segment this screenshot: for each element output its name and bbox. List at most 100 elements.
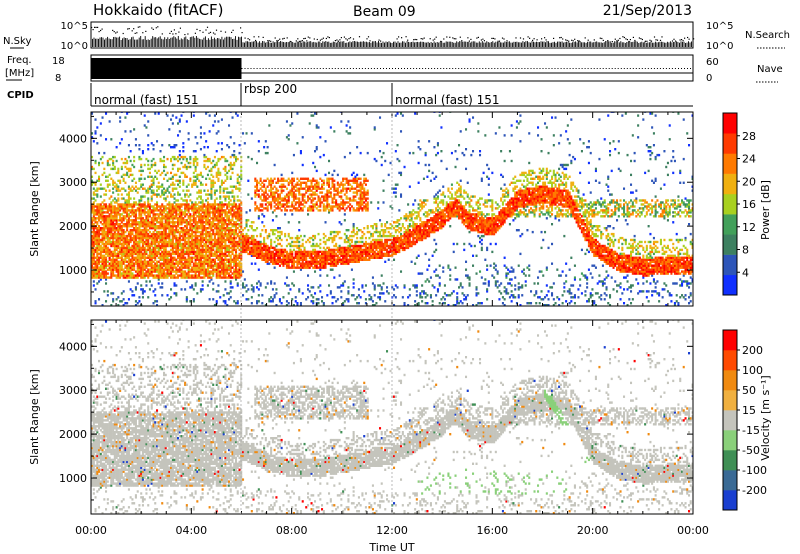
power-cell	[184, 234, 187, 238]
power-cell	[145, 252, 148, 256]
power-cell	[171, 234, 174, 238]
power-cell	[154, 246, 157, 250]
nsearch-dot	[339, 39, 341, 41]
power-cell	[185, 298, 188, 301]
power-cell	[217, 244, 220, 248]
power-cell	[117, 229, 120, 232]
power-cell	[105, 262, 108, 265]
power-cell	[238, 230, 241, 234]
power-cell	[91, 165, 94, 169]
power-cell	[238, 215, 241, 218]
power-cell	[189, 252, 192, 256]
power-cell	[240, 242, 243, 246]
power-cell	[119, 227, 122, 230]
power-cell	[245, 223, 248, 226]
power-cell	[141, 292, 144, 295]
power-cell	[235, 211, 238, 214]
power-cell	[254, 193, 257, 196]
power-cell	[92, 250, 95, 254]
power-cell	[215, 264, 218, 267]
power-cell	[98, 270, 101, 273]
power-cell	[120, 213, 123, 216]
power-cell	[173, 144, 176, 147]
power-cell	[150, 284, 153, 287]
nave-dot	[641, 68, 643, 69]
power-cell	[208, 272, 211, 275]
power-cell	[224, 219, 227, 222]
power-cell	[170, 183, 173, 186]
power-cell	[126, 272, 129, 275]
power-cell	[99, 250, 102, 254]
power-cell	[131, 221, 134, 224]
power-cell	[133, 248, 136, 252]
power-cell	[275, 258, 278, 261]
power-cell	[119, 213, 122, 216]
power-cell	[233, 203, 236, 206]
power-cell	[191, 209, 194, 212]
power-cell	[159, 195, 162, 198]
power-cell	[238, 254, 241, 257]
power-cell	[187, 183, 190, 186]
power-cell	[185, 300, 188, 303]
power-cell	[222, 187, 225, 190]
power-cell	[229, 270, 232, 273]
power-cell	[117, 234, 120, 238]
nave-dot	[687, 68, 688, 69]
power-cell	[166, 244, 169, 248]
power-cell	[199, 189, 202, 192]
power-cell	[196, 191, 199, 194]
power-cell	[208, 130, 211, 133]
nsearch-dot	[553, 37, 555, 39]
power-cell	[177, 236, 180, 240]
nave-dot	[274, 68, 276, 69]
power-cell	[127, 201, 130, 204]
power-cell	[289, 124, 292, 127]
power-cell	[159, 254, 162, 257]
nsearch-dot	[522, 38, 525, 40]
power-cell	[156, 264, 159, 267]
power-cell	[217, 290, 220, 293]
power-cell	[164, 207, 167, 210]
power-cell	[192, 250, 195, 254]
power-cell	[110, 157, 113, 161]
power-cell	[194, 270, 197, 273]
power-cell	[110, 223, 113, 226]
power-cell	[206, 173, 209, 177]
power-cell	[168, 242, 171, 246]
power-cell	[145, 221, 148, 224]
power-cell	[220, 181, 223, 184]
power-cell	[212, 159, 215, 163]
power-cell	[194, 209, 197, 212]
power-cell	[134, 274, 137, 277]
power-cell	[152, 191, 155, 194]
power-cell	[268, 246, 271, 250]
power-cell	[108, 232, 111, 236]
power-cell	[156, 254, 159, 257]
power-cell	[222, 155, 225, 159]
power-cell	[140, 217, 143, 220]
power-cell	[213, 223, 216, 226]
power-cell	[131, 203, 134, 206]
power-cell	[163, 242, 166, 246]
power-cell	[219, 244, 222, 248]
power-cell	[152, 248, 155, 252]
power-cell	[141, 270, 144, 273]
power-cell	[192, 215, 195, 218]
power-cell	[219, 209, 222, 212]
power-cell	[124, 157, 127, 161]
power-cell	[91, 179, 94, 182]
power-cell	[235, 242, 238, 246]
power-cell	[127, 234, 130, 238]
power-cell	[110, 272, 113, 275]
power-cell	[91, 274, 94, 277]
power-cell	[182, 276, 185, 279]
power-cell	[150, 225, 153, 228]
power-cell	[187, 230, 190, 234]
power-cell	[185, 167, 188, 171]
power-cell	[136, 209, 139, 212]
power-cell	[170, 254, 173, 257]
nave-dot	[358, 68, 360, 69]
power-cell	[222, 236, 225, 240]
power-cell	[199, 266, 202, 269]
power-cell	[131, 248, 134, 252]
